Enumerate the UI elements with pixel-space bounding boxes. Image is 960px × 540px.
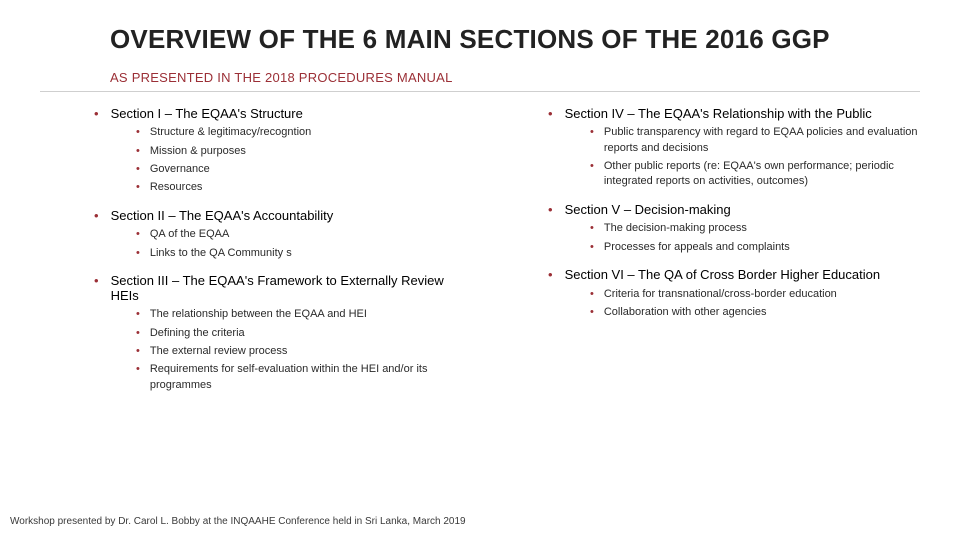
list-item-text: Criteria for transnational/cross-border … xyxy=(604,287,920,302)
footer-text: Workshop presented by Dr. Carol L. Bobby… xyxy=(10,515,466,529)
list-item-text: Links to the QA Community s xyxy=(150,246,466,261)
section-4-items: • Public transparency with regard to EQAA… xyxy=(590,125,920,190)
list-item: • Other public reports (re: EQAA's own pe… xyxy=(590,159,920,190)
section-2: • Section II – The EQAA's Accountability… xyxy=(40,208,466,261)
bullet-icon: • xyxy=(136,246,140,261)
bullet-icon: • xyxy=(94,106,99,122)
section-1-title: Section I – The EQAA's Structure xyxy=(111,106,303,121)
section-6-heading: • Section VI – The QA of Cross Border Hi… xyxy=(548,267,920,283)
list-item-text: Public transparency with regard to EQAA … xyxy=(604,125,920,156)
list-item-text: Mission & purposes xyxy=(150,144,466,159)
bullet-icon: • xyxy=(94,208,99,224)
list-item-text: Defining the criteria xyxy=(150,326,466,341)
bullet-icon: • xyxy=(590,240,594,255)
bullet-icon: • xyxy=(136,144,140,159)
bullet-icon: • xyxy=(548,202,553,218)
bullet-icon: • xyxy=(590,221,594,236)
bullet-icon: • xyxy=(590,305,594,320)
list-item: • Mission & purposes xyxy=(136,144,466,159)
section-2-title: Section II – The EQAA's Accountability xyxy=(111,208,334,223)
section-3-items: • The relationship between the EQAA and H… xyxy=(136,307,466,393)
list-item: • Links to the QA Community s xyxy=(136,246,466,261)
section-2-heading: • Section II – The EQAA's Accountability xyxy=(94,208,466,224)
section-1: • Section I – The EQAA's Structure • Stru… xyxy=(40,106,466,196)
section-4: • Section IV – The EQAA's Relationship w… xyxy=(494,106,920,190)
content-columns: • Section I – The EQAA's Structure • Stru… xyxy=(40,100,920,405)
list-item: • The decision-making process xyxy=(590,221,920,236)
section-3-heading: • Section III – The EQAA's Framework to … xyxy=(94,273,466,303)
page-title: OVERVIEW OF THE 6 MAIN SECTIONS OF THE 2… xyxy=(110,24,830,56)
list-item-text: The external review process xyxy=(150,344,466,359)
list-item: • Collaboration with other agencies xyxy=(590,305,920,320)
section-2-items: • QA of the EQAA • Links to the QA Communi… xyxy=(136,227,466,261)
bullet-icon: • xyxy=(136,362,140,377)
list-item-text: Requirements for self-evaluation within … xyxy=(150,362,466,393)
list-item-text: QA of the EQAA xyxy=(150,227,466,242)
bullet-icon: • xyxy=(136,125,140,140)
bullet-icon: • xyxy=(136,227,140,242)
right-column: • Section IV – The EQAA's Relationship w… xyxy=(494,100,920,405)
section-5-heading: • Section V – Decision-making xyxy=(548,202,920,218)
section-6-title: Section VI – The QA of Cross Border High… xyxy=(565,267,881,282)
section-5-items: • The decision-making process • Processes … xyxy=(590,221,920,255)
list-item: • Requirements for self-evaluation within… xyxy=(136,362,466,393)
list-item-text: Processes for appeals and complaints xyxy=(604,240,920,255)
list-item-text: Other public reports (re: EQAA's own per… xyxy=(604,159,920,190)
bullet-icon: • xyxy=(94,273,99,289)
list-item-text: Governance xyxy=(150,162,466,177)
list-item-text: Resources xyxy=(150,180,466,195)
section-4-heading: • Section IV – The EQAA's Relationship w… xyxy=(548,106,920,122)
list-item: • Resources xyxy=(136,180,466,195)
bullet-icon: • xyxy=(136,307,140,322)
bullet-icon: • xyxy=(136,162,140,177)
list-item: • Processes for appeals and complaints xyxy=(590,240,920,255)
bullet-icon: • xyxy=(590,125,594,140)
list-item: • Public transparency with regard to EQAA… xyxy=(590,125,920,156)
list-item: • The relationship between the EQAA and H… xyxy=(136,307,466,322)
list-item: • The external review process xyxy=(136,344,466,359)
left-column: • Section I – The EQAA's Structure • Stru… xyxy=(40,100,466,405)
list-item-text: Collaboration with other agencies xyxy=(604,305,920,320)
list-item-text: Structure & legitimacy/recogntion xyxy=(150,125,466,140)
bullet-icon: • xyxy=(590,159,594,174)
section-3-title: Section III – The EQAA's Framework to Ex… xyxy=(111,273,466,303)
slide: OVERVIEW OF THE 6 MAIN SECTIONS OF THE 2… xyxy=(0,0,960,540)
section-1-heading: • Section I – The EQAA's Structure xyxy=(94,106,466,122)
divider xyxy=(40,91,920,92)
list-item: • Criteria for transnational/cross-border… xyxy=(590,287,920,302)
bullet-icon: • xyxy=(136,180,140,195)
list-item-text: The relationship between the EQAA and HE… xyxy=(150,307,466,322)
bullet-icon: • xyxy=(548,267,553,283)
bullet-icon: • xyxy=(590,287,594,302)
list-item: • Governance xyxy=(136,162,466,177)
section-4-title: Section IV – The EQAA's Relationship wit… xyxy=(565,106,872,121)
list-item-text: The decision-making process xyxy=(604,221,920,236)
list-item: • Defining the criteria xyxy=(136,326,466,341)
bullet-icon: • xyxy=(136,344,140,359)
bullet-icon: • xyxy=(548,106,553,122)
section-6: • Section VI – The QA of Cross Border Hi… xyxy=(494,267,920,320)
subtitle: AS PRESENTED IN THE 2018 PROCEDURES MANU… xyxy=(110,70,920,85)
section-6-items: • Criteria for transnational/cross-border… xyxy=(590,287,920,321)
bullet-icon: • xyxy=(136,326,140,341)
section-3: • Section III – The EQAA's Framework to … xyxy=(40,273,466,393)
section-5-title: Section V – Decision-making xyxy=(565,202,731,217)
section-1-items: • Structure & legitimacy/recogntion • Miss… xyxy=(136,125,466,196)
list-item: • Structure & legitimacy/recogntion xyxy=(136,125,466,140)
list-item: • QA of the EQAA xyxy=(136,227,466,242)
section-5: • Section V – Decision-making • The decis… xyxy=(494,202,920,255)
